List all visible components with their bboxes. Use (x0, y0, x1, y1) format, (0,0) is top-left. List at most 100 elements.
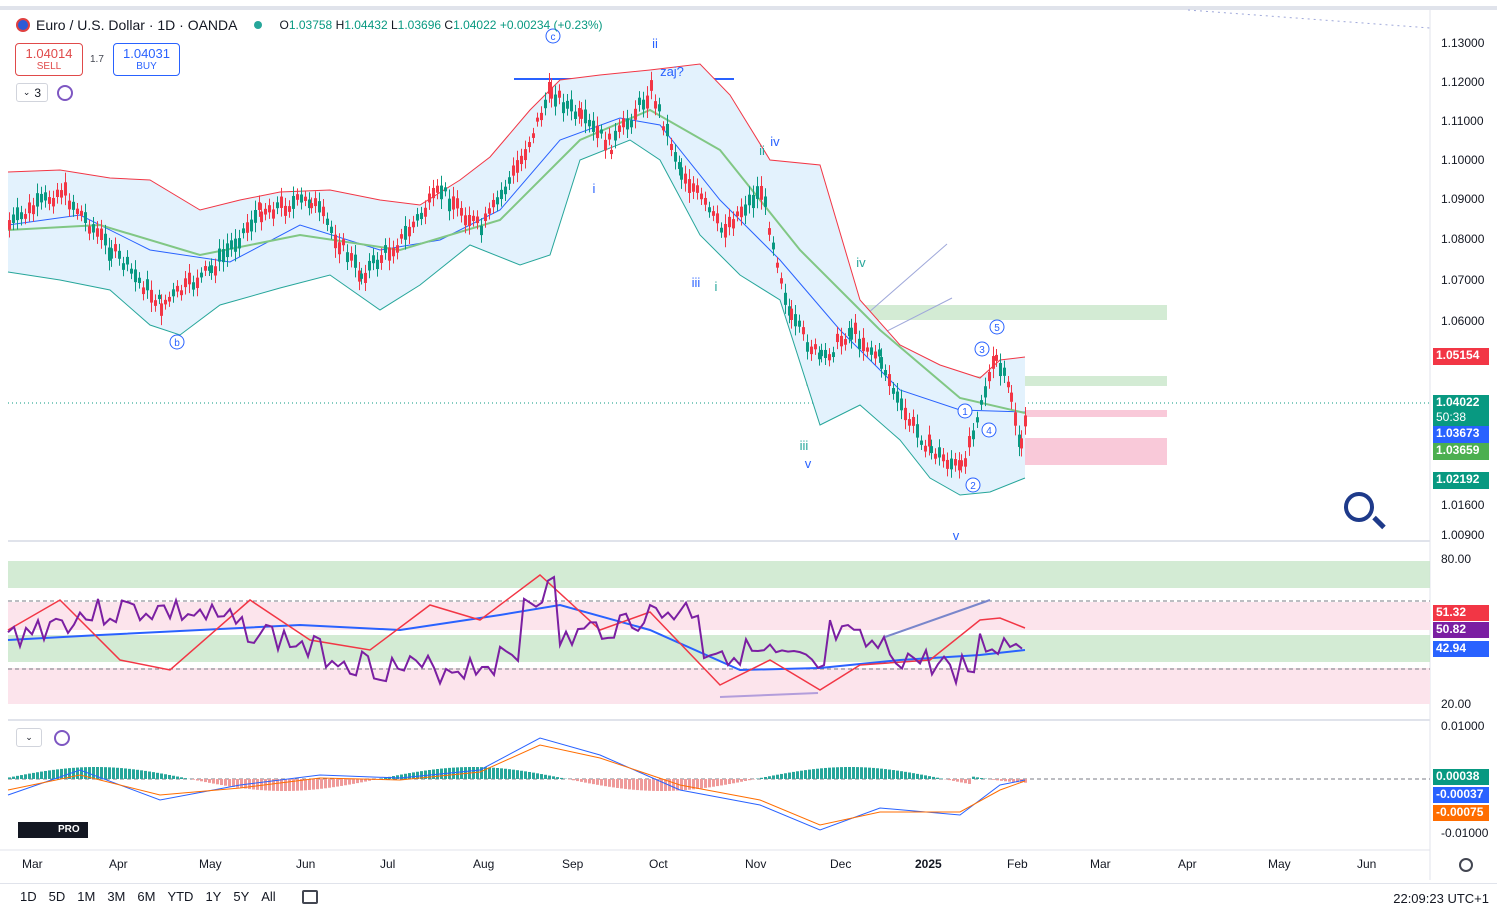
candle-body (88, 226, 91, 234)
candle-body (704, 197, 707, 205)
macd-histogram-bar (684, 779, 687, 791)
wave-label-circle (989, 319, 1005, 335)
timeframe-1m-button[interactable]: 1M (77, 889, 96, 904)
macd-histogram-bar (80, 767, 83, 779)
candle-body (736, 211, 739, 217)
macd-histogram-bar (920, 774, 923, 779)
macd-histogram-bar (176, 776, 179, 779)
macd-histogram-bar (636, 779, 639, 791)
macd-histogram-bar (28, 773, 31, 779)
timeframe-3m-button[interactable]: 3M (107, 889, 126, 904)
candle-body (520, 155, 523, 165)
last-price-tag: 1.04022 50:38 (1433, 395, 1489, 427)
macd-histogram-bar (664, 779, 667, 791)
macd-histogram-bar (748, 779, 751, 781)
timeframe-all-button[interactable]: All (261, 889, 276, 904)
market-status-icon (253, 21, 262, 29)
candle-body (452, 196, 455, 210)
candle-body (1014, 412, 1017, 426)
candle-body (888, 374, 891, 387)
macd-histogram-bar (456, 767, 459, 779)
timeframe-5d-button[interactable]: 5D (48, 889, 66, 904)
macd-histogram-bar (296, 779, 299, 791)
time-axis-label: Jun (296, 857, 316, 871)
macd-histogram-bar (744, 779, 747, 781)
macd-histogram-bar (72, 767, 75, 779)
candle-body (226, 243, 229, 258)
candle-body (662, 126, 665, 131)
candle-body (622, 118, 625, 128)
candle-body (592, 120, 595, 132)
macd-histogram-bar (660, 779, 663, 791)
candle-body (436, 185, 439, 193)
spread-value: 1.7 (90, 54, 104, 65)
macd-histogram-bar (508, 769, 511, 779)
macd-histogram-bar (488, 767, 491, 779)
candle-body (508, 177, 511, 184)
indicators-collapse-button[interactable]: ⌄ 3 (16, 83, 48, 102)
refresh-icon[interactable] (54, 730, 70, 746)
macd-histogram-bar (672, 779, 675, 791)
candle-body (376, 259, 379, 270)
time-axis-label: Mar (22, 857, 43, 871)
refresh-icon[interactable] (57, 85, 73, 101)
macd-histogram-bar (320, 779, 323, 789)
macd-histogram-bar (244, 779, 247, 789)
macd-histogram-bar (812, 769, 815, 779)
candle-body (566, 100, 569, 109)
timeframe-1d-button[interactable]: 1D (20, 889, 37, 904)
time-axis-label: Jun (1357, 857, 1377, 871)
candle-body (408, 226, 411, 237)
supply-zone (1015, 410, 1167, 417)
timeframe-1y-button[interactable]: 1Y (205, 889, 222, 904)
timeframe-ytd-button[interactable]: YTD (167, 889, 194, 904)
macd-histogram-bar (272, 779, 275, 791)
macd-histogram-bar (848, 767, 851, 779)
candle-body (784, 292, 787, 305)
candle-body (578, 108, 581, 117)
macd-histogram-bar (856, 767, 859, 779)
timeframe-5y-button[interactable]: 5Y (233, 889, 250, 904)
macd-histogram-bar (612, 779, 615, 788)
macd-histogram-bar (692, 779, 695, 790)
sell-button[interactable]: 1.04014 SELL (15, 43, 83, 76)
wave-label: 3 (979, 345, 985, 356)
settings-gear-icon[interactable] (1459, 858, 1473, 872)
macd-histogram-bar (740, 779, 743, 782)
macd-collapse-button[interactable]: ⌄ (16, 728, 42, 747)
symbol-title[interactable]: Euro / U.S. Dollar · 1D · OANDA (36, 17, 238, 33)
candle-body (92, 224, 95, 233)
candle-body (234, 238, 237, 252)
candle-body (8, 220, 11, 230)
upper-band-tag: 1.05154 (1433, 348, 1489, 365)
macd-histogram-bar (120, 768, 123, 779)
macd-histogram-bar (844, 767, 847, 779)
wave-label: iv (856, 255, 866, 270)
candle-body (168, 296, 171, 302)
macd-histogram-bar (8, 777, 11, 779)
candle-body (250, 219, 253, 232)
candle-body (854, 322, 857, 335)
macd-histogram-bar (824, 767, 827, 779)
macd-histogram-bar (292, 779, 295, 791)
candle-body (318, 201, 321, 213)
candle-body (954, 459, 957, 466)
timeframe-6m-button[interactable]: 6M (137, 889, 156, 904)
rsi-slow-line (7, 603, 1026, 672)
candle-body (708, 207, 711, 213)
calendar-icon[interactable] (301, 889, 318, 904)
candle-body (1010, 392, 1013, 402)
macd-histogram-bar (1024, 779, 1027, 783)
buy-button[interactable]: 1.04031 BUY (113, 43, 180, 76)
macd-histogram-bar (976, 777, 979, 779)
candle-body (728, 216, 731, 228)
ma-green-tag: 1.03659 (1433, 443, 1489, 460)
macd-histogram-bar (484, 767, 487, 779)
macd-histogram-bar (872, 767, 875, 779)
time-axis-label: Jul (380, 857, 396, 871)
magnifier-icon[interactable] (1344, 492, 1374, 522)
candle-body (84, 212, 87, 223)
price-axis-label: 1.00900 (1441, 528, 1485, 542)
macd-histogram-bar (220, 779, 223, 786)
